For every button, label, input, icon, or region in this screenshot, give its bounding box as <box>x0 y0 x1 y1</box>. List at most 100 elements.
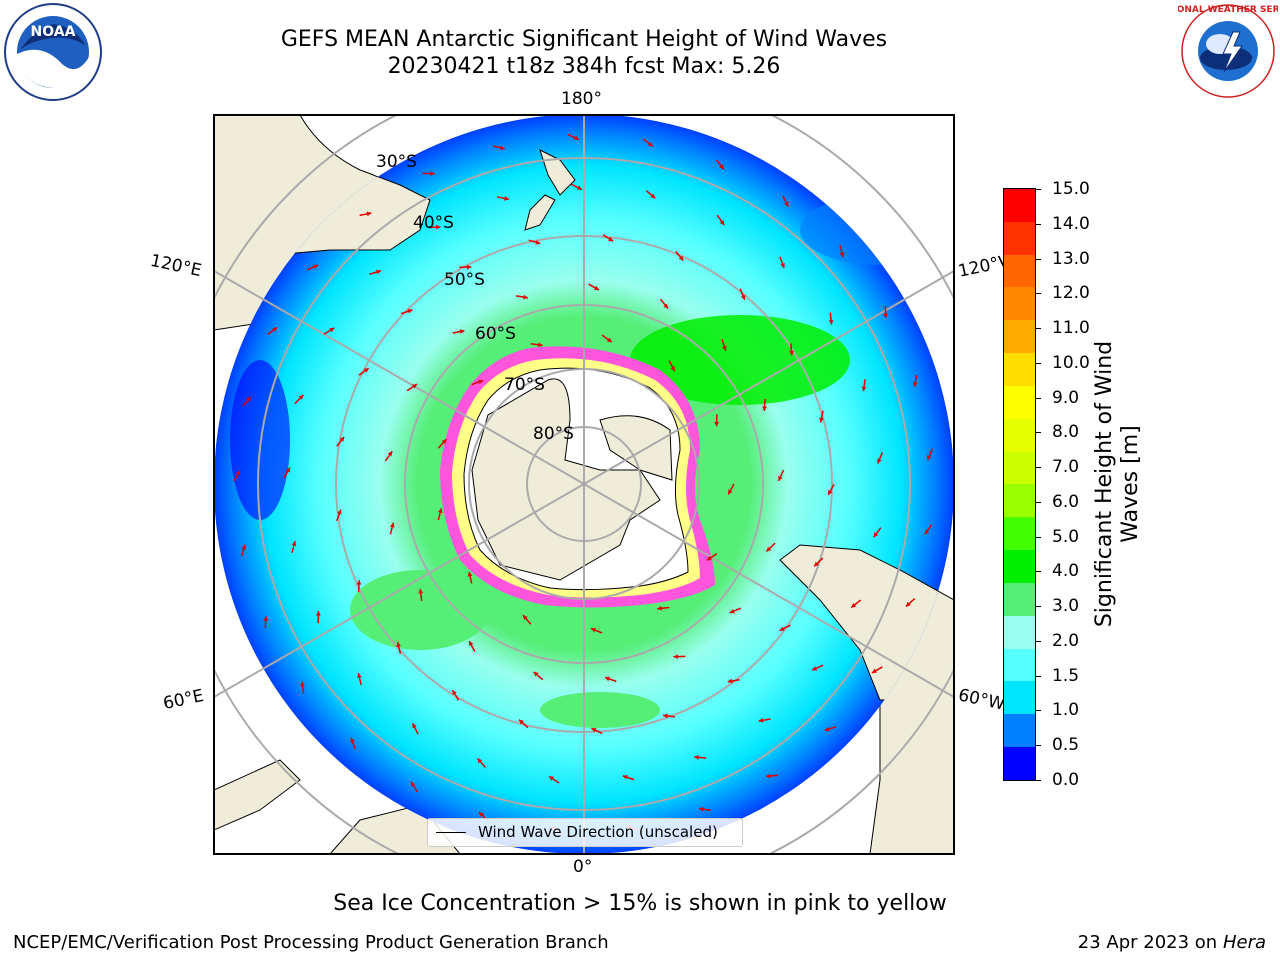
wave-arrow-head <box>679 256 684 261</box>
wave-arrow <box>472 380 483 384</box>
colorbar-segment <box>1004 484 1035 517</box>
wave-arrow-head <box>694 755 699 760</box>
wave-arrow-head <box>396 642 401 647</box>
wave-arrow-head <box>357 673 362 678</box>
wave-arrow-head <box>714 422 719 426</box>
wave-arrow <box>307 265 318 270</box>
wave-arrow <box>605 677 616 681</box>
wave-arrow-head <box>728 490 732 495</box>
wave-arrow-head <box>766 774 771 779</box>
lat-label-80s: 80°S <box>533 424 574 444</box>
colorbar-tick-mark <box>1035 780 1041 781</box>
wave-arrow-head <box>300 682 305 687</box>
wave-arrow <box>814 558 823 566</box>
colorbar-tick-label: 12.0 <box>1052 283 1090 303</box>
colorbar-tick-mark <box>1035 676 1041 677</box>
wave-arrow <box>783 196 788 207</box>
wave-arrow-head <box>789 351 794 356</box>
new-zealand <box>540 150 575 195</box>
wave-arrow <box>764 399 765 411</box>
wave-arrow <box>791 344 792 356</box>
wave-arrow-head <box>605 677 610 682</box>
wave-arrow <box>851 600 860 607</box>
wave-arrow <box>906 599 915 607</box>
wave-arrow <box>828 484 834 495</box>
wave-arrow <box>821 411 823 423</box>
colorbar-tick-mark <box>1035 328 1041 329</box>
wave-arrow <box>825 727 836 731</box>
colorbar-tick-label: 13.0 <box>1052 249 1090 269</box>
colorbar-tick-mark <box>1035 571 1041 572</box>
wave-arrow <box>359 368 369 375</box>
wave-arrow-head <box>236 471 240 476</box>
wave-arrow <box>591 628 602 632</box>
wave-arrow <box>589 284 599 290</box>
wave-arrow <box>676 251 684 260</box>
wave-arrow-head <box>927 455 931 460</box>
wave-arrow <box>337 437 344 447</box>
page-subtitle: 20230421 t18z 384h fcst Max: 5.26 <box>0 54 1168 80</box>
wave-arrow <box>268 327 278 334</box>
footer-date: 23 Apr 2023 on Hera <box>1078 932 1266 953</box>
lat-label-30s: 30°S <box>376 152 417 172</box>
wave-arrow <box>265 616 266 628</box>
colorbar-segment <box>1004 386 1035 419</box>
wave-arrow <box>390 523 393 535</box>
colorbar-segment <box>1004 616 1035 649</box>
colorbar-segment <box>1004 255 1035 288</box>
wave-arrow <box>523 615 531 624</box>
wave-arrow <box>370 271 381 275</box>
colorbar-tick-mark <box>1035 259 1041 260</box>
australia <box>214 170 430 260</box>
wave-arrow <box>351 738 355 749</box>
wave-arrow-head <box>883 314 888 318</box>
wave-arrow <box>360 213 372 215</box>
wave-arrow <box>694 757 706 758</box>
wave-arrow-head <box>479 812 484 817</box>
wave-arrow-head <box>663 304 668 309</box>
lon-label-0: 0° <box>573 857 592 877</box>
lat-label-40s: 40°S <box>413 213 454 233</box>
wave-arrow <box>707 554 717 561</box>
wave-arrow <box>623 776 634 780</box>
wave-arrow <box>699 809 711 811</box>
wave-arrow <box>571 184 582 189</box>
wave-arrow <box>531 344 543 346</box>
lon-label-120e: 120°E <box>148 251 203 281</box>
wave-arrow-head <box>538 342 543 347</box>
wave-arrow-head <box>872 669 877 673</box>
wave-patch <box>540 692 660 728</box>
wave-arrow-head <box>357 580 362 585</box>
wave-arrow <box>716 160 724 169</box>
footer-credit: NCEP/EMC/Verification Post Processing Pr… <box>13 932 609 953</box>
wave-arrow-head <box>780 263 784 268</box>
wave-arrow <box>874 528 881 538</box>
wave-arrow <box>337 510 341 521</box>
colorbar-segment <box>1004 287 1035 320</box>
lon-label-60e: 60°E <box>161 686 205 714</box>
wave-arrow-head <box>819 418 824 423</box>
wave-arrow-head <box>780 626 785 630</box>
wave-arrow-head <box>577 185 582 189</box>
wave-arrow-head <box>411 782 415 787</box>
map-legend: Wind Wave Direction (unscaled) <box>427 818 743 847</box>
colorbar-segment <box>1004 353 1035 386</box>
wave-arrow-head <box>648 142 653 147</box>
wave-arrow <box>740 289 745 300</box>
wave-arrow-head <box>478 380 483 385</box>
wave-arrow-head <box>594 286 599 290</box>
wave-arrow-head <box>670 366 674 371</box>
colorbar-tick-label: 3.0 <box>1052 596 1079 616</box>
wave-arrow <box>516 296 528 298</box>
wave-arrow <box>663 715 675 717</box>
wave-arrow-head <box>719 164 724 169</box>
wave-arrow <box>493 146 505 149</box>
wave-arrow-head <box>829 320 834 325</box>
wave-arrow-head <box>504 196 509 201</box>
wave-arrow-head <box>591 728 596 732</box>
colorbar-segment <box>1004 452 1035 485</box>
wave-arrow <box>453 331 465 334</box>
wave-arrow-head <box>292 541 297 546</box>
wave-arrow-head <box>778 476 782 481</box>
